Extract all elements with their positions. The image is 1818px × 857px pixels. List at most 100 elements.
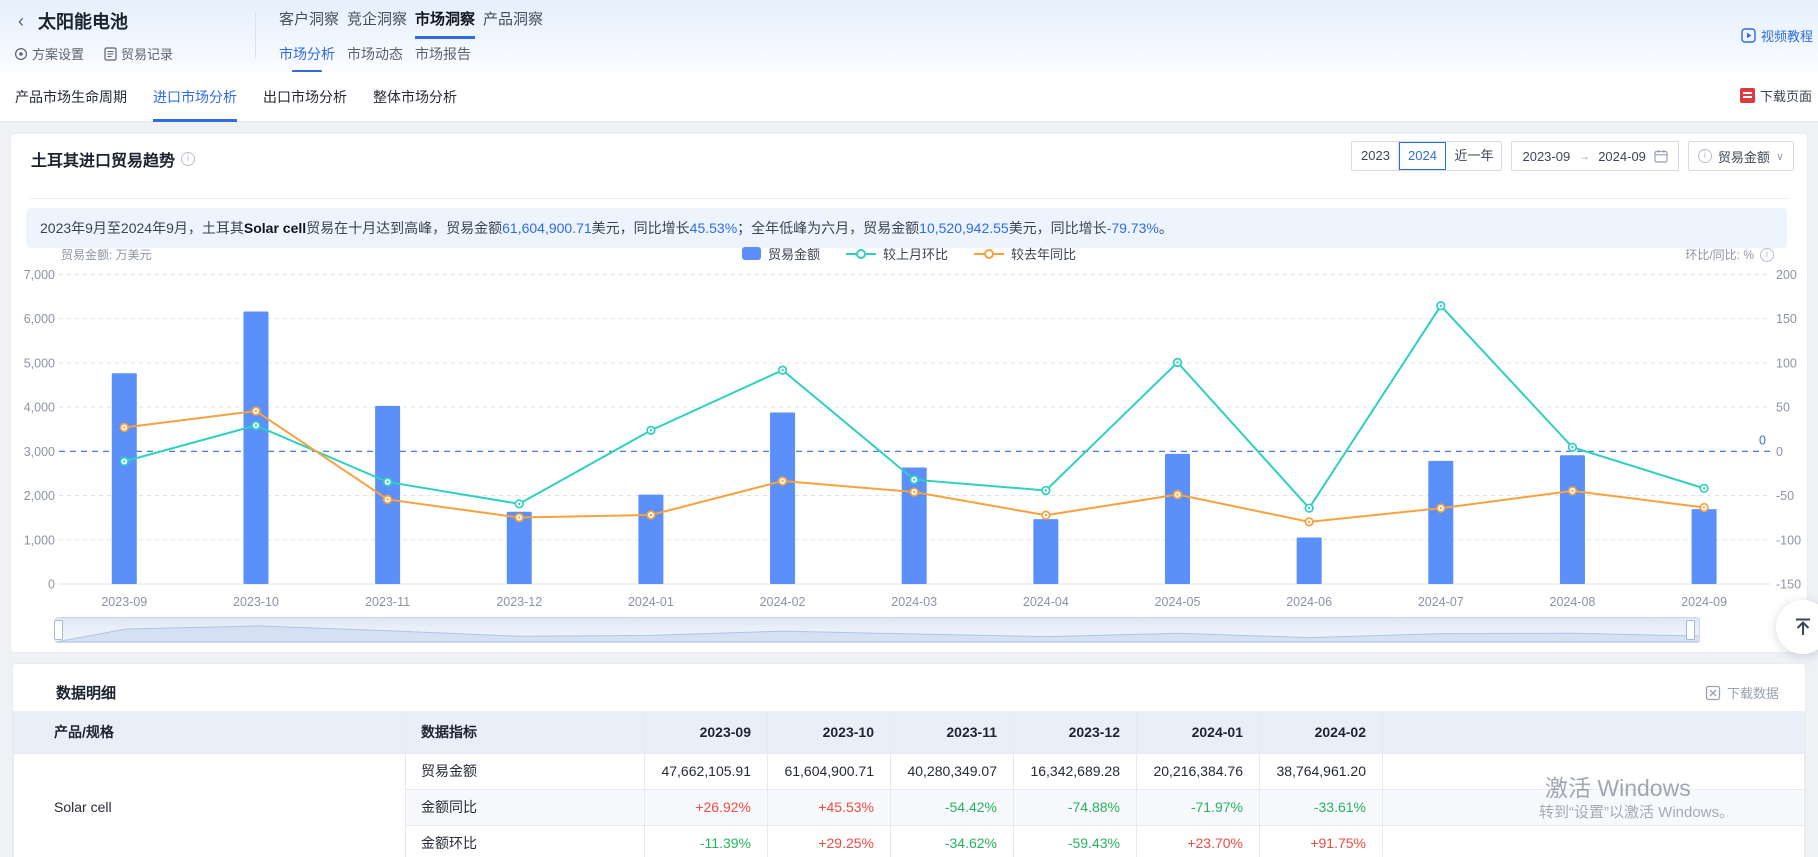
datazoom-preview <box>56 625 1699 642</box>
title-actions: 方案设置 贸易记录 <box>14 44 173 63</box>
summary-value: -79.73% <box>1106 220 1159 236</box>
nav-overall-analysis[interactable]: 整体市场分析 <box>373 89 457 105</box>
legend-mom[interactable]: 较上月环比 <box>845 244 948 263</box>
top-header: ‹ 太阳能电池 方案设置 贸易记录 客户洞察 竞企洞察 市场洞察 产品洞察 市场… <box>0 0 1818 72</box>
summary-value: 61,604,900.71 <box>502 220 592 236</box>
datazoom-wave <box>56 625 1699 642</box>
info-icon: i <box>1697 149 1712 163</box>
date-range-picker[interactable]: 2023-09 → 2024-09 <box>1511 141 1679 171</box>
info-icon[interactable]: i <box>181 152 196 166</box>
legend-label: 较去年同比 <box>1011 247 1077 262</box>
summary-text: 美元，同比增长 <box>591 220 690 236</box>
subtab-market-report[interactable]: 市场报告 <box>415 46 471 62</box>
metric-cell: 贸易金额 <box>405 753 645 790</box>
download-page-button[interactable]: 下载页面 <box>1739 86 1812 105</box>
datazoom-right-handle[interactable] <box>1686 620 1695 640</box>
info-icon[interactable]: i <box>1760 247 1774 262</box>
page-title: 太阳能电池 <box>38 12 128 32</box>
date-from: 2023-09 <box>1522 148 1571 164</box>
product-cell: Solar cell <box>13 753 406 857</box>
trade-record-button[interactable]: 贸易记录 <box>104 44 173 63</box>
divider <box>29 198 1789 199</box>
video-tutorial-label: 视频教程 <box>1760 29 1813 44</box>
value-cell: -33.61% <box>1259 789 1383 826</box>
recent-year-button[interactable]: 近一年 <box>1454 148 1494 163</box>
table-row[interactable]: Solar cell 贸易金额 47,662,105.91 61,604,900.71… <box>13 753 1805 857</box>
pdf-icon <box>1739 88 1755 103</box>
target-icon <box>14 47 28 60</box>
line-marker-icon <box>845 248 876 259</box>
summary-text: 2023年9月至2024年9月，土耳其 <box>40 220 244 236</box>
plan-settings-button[interactable]: 方案设置 <box>14 44 84 63</box>
download-page-label: 下载页面 <box>1759 89 1812 104</box>
subtab-market-analysis[interactable]: 市场分析 <box>279 44 335 73</box>
summary-text: 美元，同比增长 <box>1008 220 1107 236</box>
value-cell: 47,662,105.91 <box>644 753 768 790</box>
value-cell: -59.43% <box>1013 825 1137 857</box>
value-cell: +23.70% <box>1136 825 1260 857</box>
calendar-icon <box>1654 150 1668 163</box>
col-month[interactable]: 2024-01 <box>1136 711 1260 754</box>
table-row[interactable]: 金额同比 +26.92% +45.53% -54.42% -74.88% -71.97% -… <box>14 789 1805 826</box>
value-cell: -11.39% <box>644 825 768 857</box>
tab-competitor-insight[interactable]: 竞企洞察 <box>347 11 408 28</box>
date-to: 2024-09 <box>1598 148 1646 164</box>
col-metric[interactable]: 数据指标 <box>405 711 645 754</box>
summary-text: 。 <box>1158 220 1173 236</box>
download-data-button[interactable]: 下载数据 <box>1705 683 1779 702</box>
table-row[interactable]: 金额环比 -11.39% +29.25% -34.62% -59.43% +23.70% +… <box>14 825 1805 857</box>
col-month[interactable]: 2023-12 <box>1013 711 1137 754</box>
nav-import-analysis[interactable]: 进口市场分析 <box>153 72 237 122</box>
col-empty <box>1382 711 1805 754</box>
value-cell: 38,764,961.20 <box>1259 753 1383 790</box>
year-2023-button[interactable]: 2023 <box>1352 142 1400 170</box>
value-cell: +91.75% <box>1259 825 1383 857</box>
download-data-label: 下载数据 <box>1726 686 1779 701</box>
bar-swatch-icon <box>741 247 761 260</box>
tab-market-insight[interactable]: 市场洞察 <box>415 8 476 39</box>
data-detail-table: 产品/规格 数据指标 2023-09 2023-10 2023-11 2023-12 202… <box>13 711 1805 857</box>
year-2024-button[interactable]: 2024 <box>1399 142 1447 170</box>
legend-yoy[interactable]: 较去年同比 <box>974 244 1076 263</box>
tab-product-insight[interactable]: 产品洞察 <box>483 11 544 28</box>
metric-cell: 金额环比 <box>405 825 645 857</box>
col-month[interactable]: 2023-09 <box>644 711 768 754</box>
video-tutorial-link[interactable]: 视频教程 <box>1741 26 1813 45</box>
metric-cell: 金额同比 <box>405 789 645 826</box>
trade-record-label: 贸易记录 <box>121 47 174 62</box>
col-month[interactable]: 2024-02 <box>1259 711 1383 754</box>
trend-controls: 2023 2024 近一年 2023-09 → 2024-09 i 贸易金额 ∨ <box>1351 141 1794 171</box>
subtab-market-dynamics[interactable]: 市场动态 <box>347 46 403 62</box>
line-marker-icon <box>974 248 1004 259</box>
legend-trade-amount[interactable]: 贸易金额 <box>741 244 820 263</box>
left-axis-caption: 贸易金额: 万美元 <box>61 248 152 262</box>
datazoom-left-handle[interactable] <box>54 620 63 640</box>
value-cell: 20,216,384.76 <box>1136 753 1260 790</box>
summary-product: Solar cell <box>243 220 307 236</box>
right-axis-caption: 环比/同比: % i <box>1685 246 1774 263</box>
col-month[interactable]: 2023-11 <box>890 711 1014 754</box>
datazoom-slider[interactable] <box>54 617 1700 643</box>
tab-customer-insight[interactable]: 客户洞察 <box>279 11 340 28</box>
value-cell: +29.25% <box>767 825 891 857</box>
summary-text: 贸易在十月达到高峰，贸易金额 <box>306 220 503 236</box>
summary-text: ；全年低峰为六月，贸易金额 <box>737 220 920 236</box>
summary-value: 45.53% <box>689 220 738 236</box>
chart-legend: 贸易金额 较上月环比 较去年同比 <box>11 244 1807 263</box>
back-to-top-button[interactable] <box>1776 600 1818 654</box>
arrow-right-icon: → <box>1578 149 1591 163</box>
empty-cell <box>1382 753 1805 790</box>
empty-cell <box>1382 825 1805 857</box>
nav-export-analysis[interactable]: 出口市场分析 <box>263 89 347 105</box>
metric-dropdown[interactable]: i 贸易金额 ∨ <box>1687 141 1794 171</box>
col-product[interactable]: 产品/规格 <box>13 711 406 754</box>
nav-product-lifecycle[interactable]: 产品市场生命周期 <box>15 89 127 105</box>
trend-panel: 土耳其进口贸易趋势 i 2023 2024 近一年 2023-09 → 2024… <box>10 133 1808 653</box>
main-tabs: 客户洞察 竞企洞察 市场洞察 产品洞察 <box>279 8 543 39</box>
back-icon[interactable]: ‹ <box>18 11 24 31</box>
value-cell: -71.97% <box>1136 789 1260 826</box>
col-month[interactable]: 2023-10 <box>767 711 891 754</box>
value-cell: -34.62% <box>890 825 1014 857</box>
chevron-down-icon: ∨ <box>1775 150 1784 163</box>
trend-title: 土耳其进口贸易趋势 <box>31 153 176 170</box>
